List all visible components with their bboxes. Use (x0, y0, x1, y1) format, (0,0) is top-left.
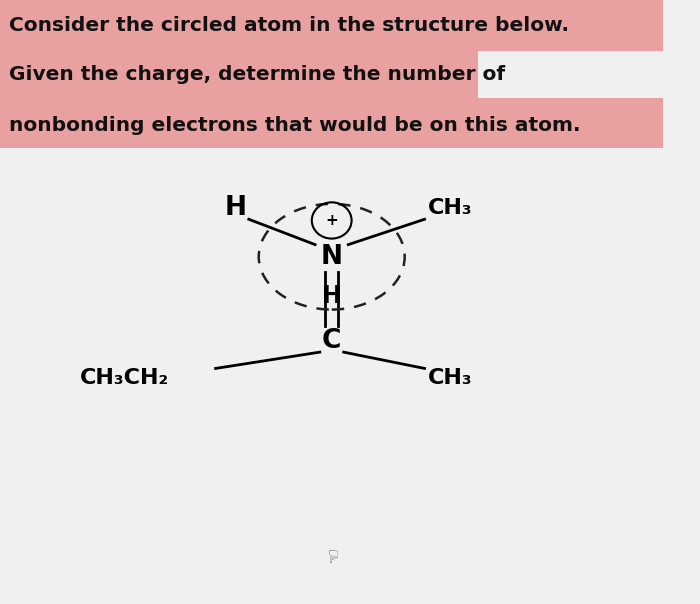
Text: ☝: ☝ (326, 544, 337, 562)
Text: C: C (322, 328, 342, 355)
FancyBboxPatch shape (0, 98, 664, 148)
Text: Consider the circled atom in the structure below.: Consider the circled atom in the structu… (9, 16, 569, 36)
Text: CH₃: CH₃ (428, 367, 472, 388)
Text: Given the charge, determine the number of: Given the charge, determine the number o… (9, 65, 505, 85)
FancyBboxPatch shape (0, 51, 477, 98)
Text: H: H (322, 284, 342, 308)
FancyBboxPatch shape (0, 0, 664, 51)
Text: nonbonding electrons that would be on this atom.: nonbonding electrons that would be on th… (9, 115, 581, 135)
Text: CH₃CH₂: CH₃CH₂ (80, 367, 169, 388)
Text: N: N (321, 243, 343, 270)
Text: +: + (326, 213, 338, 228)
Text: CH₃: CH₃ (428, 198, 472, 219)
Text: H: H (225, 195, 246, 222)
